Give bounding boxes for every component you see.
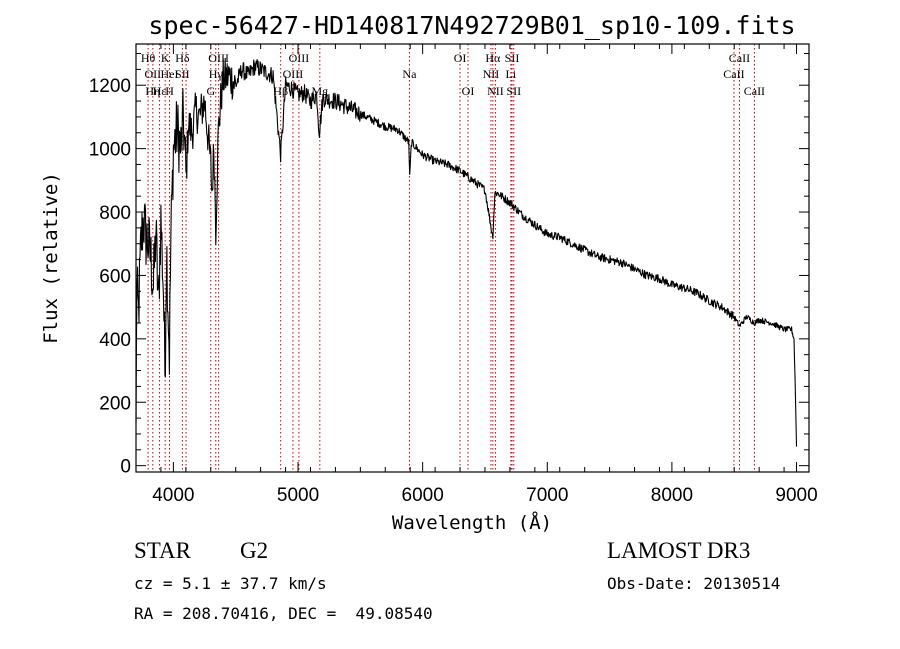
coordinates: RA = 208.70416, DEC = 49.08540 xyxy=(134,604,433,623)
spectral-line-label: Hγ xyxy=(209,67,224,81)
y-tick-label: 600 xyxy=(99,266,131,287)
spectral-line-label: OIII xyxy=(208,51,229,65)
spectral-line-label: NII xyxy=(487,84,504,98)
spectral-line-label: OI xyxy=(462,84,475,98)
y-axis-label: Flux (relative) xyxy=(40,172,62,344)
spectral-line-label: Hδ xyxy=(175,51,190,65)
y-tick-label: 1000 xyxy=(89,140,131,161)
y-tick-label: 200 xyxy=(99,393,131,414)
spectral-line-label: Hθ xyxy=(141,51,156,65)
spectral-line-label: H xyxy=(165,84,174,98)
spectral-line-label: K xyxy=(161,51,170,65)
spectral-line-label: Hβ xyxy=(273,84,288,98)
spectral-line-label: CaII xyxy=(723,67,744,81)
y-tick-label: 0 xyxy=(120,457,131,478)
object-class: STAR xyxy=(134,538,191,563)
spectral-line-label: G xyxy=(206,84,215,98)
x-tick-label: 6000 xyxy=(402,485,444,506)
spectrum-line xyxy=(135,57,798,447)
spectral-line-label: Li xyxy=(506,67,517,81)
spectral-line-label: Na xyxy=(402,67,417,81)
spectral-line-label: SII xyxy=(175,67,190,81)
spectral-line-markers: HθOIIHηHεKHeIHHδSIIGHγOIIIHβOIIIOIIIMgNa… xyxy=(141,44,765,472)
spectral-line-label: OI xyxy=(454,51,467,65)
spectral-line-label: NII xyxy=(483,67,500,81)
spectral-line-label: Hε xyxy=(153,84,167,98)
chart-title: spec-56427-HD140817N492729B01_sp10-109.f… xyxy=(148,11,795,40)
spectral-line-label: SII xyxy=(506,84,521,98)
spectral-line-label: OII xyxy=(144,67,161,81)
spectral-line-label: OIII xyxy=(289,51,310,65)
survey-name: LAMOST DR3 xyxy=(607,538,751,563)
spectral-line-label: HeI xyxy=(161,67,179,81)
x-tick-label: 7000 xyxy=(526,485,568,506)
spectrum-series xyxy=(135,57,798,447)
obs-date: Obs-Date: 20130514 xyxy=(607,574,781,593)
spectral-line-label: CaII xyxy=(729,51,750,65)
y-tick-label: 800 xyxy=(99,203,131,224)
y-tick-label: 400 xyxy=(99,330,131,351)
redshift-text: cz = 5.1 ± 37.7 km/s xyxy=(134,574,327,593)
spectral-line-label: Hη xyxy=(145,84,160,98)
x-tick-label: 5000 xyxy=(277,485,319,506)
object-subclass: G2 xyxy=(240,538,269,563)
spectral-line-label: Hα xyxy=(485,51,501,65)
x-tick-label: 4000 xyxy=(152,485,194,506)
spectral-line-label: CaII xyxy=(744,84,765,98)
x-tick-label: 8000 xyxy=(651,485,693,506)
plot-frame xyxy=(135,43,810,473)
spectral-line-label: SII xyxy=(505,51,520,65)
x-tick-label: 9000 xyxy=(775,485,817,506)
axis-ticks: 4000 5000 6000 7000 8000 9000 0 200 400 600 800 100… xyxy=(89,44,818,506)
x-axis-label: Wavelength (Å) xyxy=(392,511,552,534)
y-tick-label: 1200 xyxy=(89,76,131,97)
spectral-line-label: OIII xyxy=(283,67,304,81)
